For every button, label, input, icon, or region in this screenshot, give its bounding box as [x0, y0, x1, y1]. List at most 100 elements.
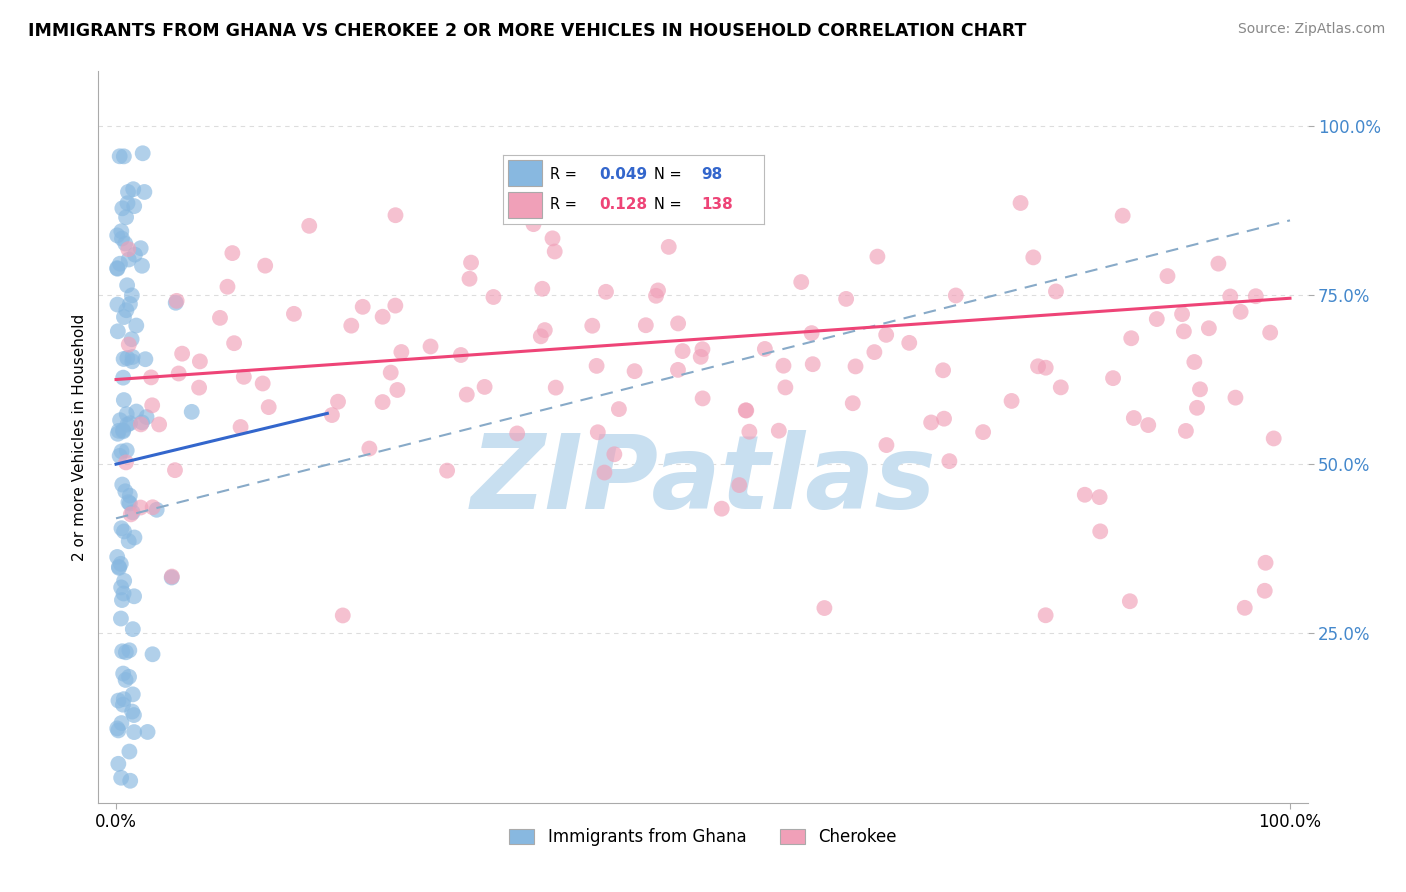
Point	[460, 255, 482, 269]
Text: ZIPatlas: ZIPatlas	[470, 431, 936, 532]
Point	[844, 359, 866, 374]
Point	[482, 290, 505, 304]
Point	[387, 383, 409, 397]
Text: N =: N =	[654, 197, 686, 212]
Point	[120, 508, 142, 522]
Point	[875, 327, 897, 342]
Point	[1090, 524, 1112, 539]
Point	[112, 423, 135, 437]
Point	[112, 586, 135, 600]
Point	[122, 708, 145, 723]
Legend: Immigrants from Ghana, Cherokee: Immigrants from Ghana, Cherokee	[503, 822, 903, 853]
Point	[1119, 594, 1142, 608]
Point	[1010, 196, 1032, 211]
Point	[167, 367, 190, 381]
Point	[121, 350, 143, 364]
Point	[112, 524, 135, 539]
Point	[586, 425, 609, 440]
Point	[1208, 257, 1230, 271]
Point	[842, 396, 865, 410]
Point	[866, 250, 889, 264]
Point	[790, 275, 813, 289]
Point	[1026, 359, 1049, 374]
Point	[1254, 583, 1277, 598]
Point	[1225, 391, 1247, 405]
Text: 98: 98	[702, 167, 723, 182]
Point	[710, 501, 733, 516]
Point	[863, 345, 886, 359]
Point	[118, 745, 141, 759]
Point	[110, 557, 132, 571]
Point	[522, 217, 544, 231]
Text: Source: ZipAtlas.com: Source: ZipAtlas.com	[1237, 22, 1385, 37]
Point	[107, 426, 129, 441]
Point	[692, 343, 714, 357]
Point	[972, 425, 994, 439]
Point	[257, 400, 280, 414]
Point	[117, 495, 139, 509]
Y-axis label: 2 or more Vehicles in Household: 2 or more Vehicles in Household	[72, 313, 87, 561]
Point	[108, 257, 131, 271]
Point	[754, 342, 776, 356]
Point	[898, 335, 921, 350]
Point	[544, 244, 567, 259]
Point	[107, 723, 129, 738]
Point	[530, 329, 553, 343]
Point	[607, 402, 630, 417]
Text: N =: N =	[654, 167, 686, 182]
Point	[117, 351, 139, 365]
Point	[107, 297, 129, 311]
Point	[384, 299, 406, 313]
Point	[1049, 380, 1071, 394]
Point	[160, 569, 183, 583]
Point	[692, 392, 714, 406]
Point	[112, 393, 135, 408]
Point	[1182, 355, 1205, 369]
Point	[108, 149, 131, 163]
Point	[1045, 285, 1067, 299]
Point	[160, 570, 183, 584]
Point	[121, 332, 143, 346]
Point	[252, 376, 274, 391]
Point	[165, 295, 187, 310]
Point	[1156, 269, 1178, 284]
Point	[450, 348, 472, 362]
Point	[110, 580, 132, 594]
Point	[166, 293, 188, 308]
Point	[658, 240, 681, 254]
Text: 138: 138	[702, 197, 733, 212]
Point	[110, 224, 132, 238]
Point	[163, 463, 186, 477]
Point	[122, 725, 145, 739]
Point	[108, 449, 131, 463]
Point	[107, 693, 129, 707]
Point	[1111, 209, 1133, 223]
Point	[112, 370, 135, 384]
Point	[120, 416, 142, 430]
Point	[115, 407, 138, 421]
Point	[340, 318, 363, 333]
Text: R =: R =	[550, 167, 581, 182]
Point	[115, 303, 138, 318]
Point	[672, 344, 695, 359]
Point	[141, 398, 163, 412]
Point	[1035, 608, 1057, 623]
Point	[117, 417, 139, 432]
Point	[875, 438, 897, 452]
Point	[105, 228, 128, 243]
Point	[217, 279, 239, 293]
Point	[595, 285, 617, 299]
Point	[115, 211, 138, 225]
Point	[121, 622, 143, 636]
Point	[118, 643, 141, 657]
Point	[129, 241, 152, 255]
Point	[1254, 556, 1277, 570]
Point	[114, 236, 136, 251]
Point	[224, 336, 246, 351]
Point	[118, 252, 141, 267]
Point	[585, 359, 607, 373]
Point	[121, 505, 143, 519]
Point	[117, 185, 139, 199]
Point	[581, 318, 603, 333]
Point	[118, 670, 141, 684]
